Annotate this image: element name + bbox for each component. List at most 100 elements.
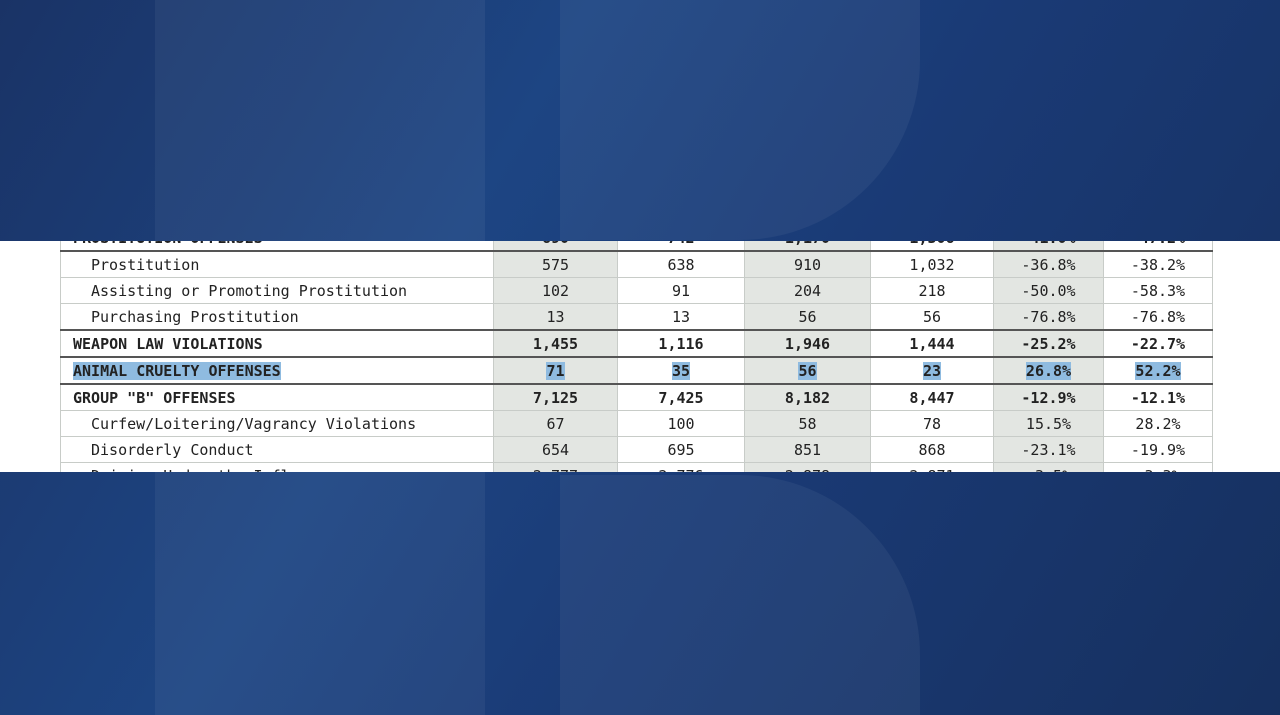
cell-value: 2,776	[658, 467, 703, 473]
cell-value: 71	[546, 361, 565, 380]
cell-value: 1,032	[909, 255, 955, 274]
value-cell: 638	[617, 250, 745, 278]
value-cell: 67	[493, 410, 618, 437]
value-cell: 71	[493, 356, 618, 385]
cell-value: 1,306	[909, 241, 954, 247]
value-cell: 690	[493, 241, 618, 252]
cell-value: 218	[918, 281, 946, 300]
cell-value: -25.2%	[1021, 334, 1076, 353]
value-cell: -47.2%	[1103, 241, 1213, 252]
row-label-cell: WEAPON LAW VIOLATIONS	[60, 329, 494, 358]
value-cell: 52.2%	[1103, 356, 1213, 385]
value-cell: 13	[617, 303, 745, 331]
table-row: ANIMAL CRUELTY OFFENSES 71 35 56 23 26.8% 52.2…	[60, 356, 1213, 385]
cell-value: -3.3%	[1135, 467, 1180, 473]
value-cell: 1,455	[493, 329, 618, 358]
cell-value: 575	[541, 255, 570, 274]
cell-value: 742	[667, 241, 694, 247]
cell-value: 1,455	[532, 334, 579, 353]
value-cell: 204	[744, 277, 871, 304]
cell-value: 58	[798, 414, 817, 433]
value-cell: 575	[493, 250, 618, 278]
table-row: WEAPON LAW VIOLATIONS 1,455 1,116 1,946 1,44…	[60, 329, 1213, 358]
row-label: WEAPON LAW VIOLATIONS	[73, 334, 263, 353]
value-cell: 2,871	[870, 462, 994, 473]
row-label: Curfew/Loitering/Vagrancy Violations	[91, 414, 417, 433]
cell-value: 13	[671, 307, 691, 326]
value-cell: 218	[870, 277, 994, 304]
cell-value: 7,125	[532, 388, 579, 407]
cell-value: -76.8%	[1130, 307, 1186, 326]
cell-value: 28.2%	[1135, 414, 1181, 433]
value-cell: 1,116	[617, 329, 745, 358]
value-cell: 654	[493, 436, 618, 463]
cell-value: 1,946	[784, 334, 831, 353]
cell-value: -76.8%	[1021, 307, 1076, 326]
value-cell: 2,777	[493, 462, 618, 472]
cell-value: 2,878	[785, 467, 830, 473]
cell-value: 1,170	[785, 241, 830, 247]
cell-value: 654	[541, 440, 570, 459]
cell-value: 35	[671, 361, 691, 380]
cell-value: -47.2%	[1131, 241, 1185, 247]
value-cell: 2,776	[617, 462, 745, 473]
value-cell: 100	[617, 410, 745, 437]
table-row: Prostitution 575 638 910 1,032 -36.8% -38.2%	[60, 250, 1213, 278]
cell-value: 102	[541, 281, 570, 300]
value-cell: 26.8%	[993, 356, 1104, 385]
row-label-cell: Driving Under the Influence	[60, 462, 494, 473]
cell-value: 100	[667, 414, 695, 433]
table-row: PROSTITUTION OFFENSES 690 742 1,170 1,306 -41…	[60, 241, 1213, 252]
row-label-cell: Prostitution	[60, 250, 494, 278]
value-cell: 102	[493, 277, 618, 304]
cell-value: 868	[918, 440, 946, 459]
value-cell: 15.5%	[993, 410, 1104, 437]
row-label-cell: Purchasing Prostitution	[60, 303, 494, 331]
value-cell: -23.1%	[993, 436, 1104, 463]
row-label: Assisting or Promoting Prostitution	[91, 281, 408, 300]
cell-value: -58.3%	[1130, 281, 1186, 300]
cell-value: 67	[546, 414, 565, 433]
value-cell: 7,425	[617, 383, 745, 411]
cell-value: -36.8%	[1021, 255, 1076, 274]
value-cell: 56	[870, 303, 994, 331]
value-cell: 58	[744, 410, 871, 437]
value-cell: 1,032	[870, 250, 994, 278]
value-cell: 1,946	[744, 329, 871, 358]
offense-table: PROSTITUTION OFFENSES 690 742 1,170 1,306 -41…	[60, 241, 1213, 472]
row-label: Purchasing Prostitution	[91, 307, 299, 326]
cell-value: -19.9%	[1130, 440, 1186, 459]
value-cell: -3.3%	[1103, 462, 1213, 473]
value-cell: 695	[617, 436, 745, 463]
row-label: GROUP "B" OFFENSES	[73, 388, 236, 407]
value-cell: -22.7%	[1103, 329, 1213, 358]
row-label: PROSTITUTION OFFENSES	[73, 241, 263, 247]
cell-value: 2,871	[909, 467, 954, 473]
value-cell: -19.9%	[1103, 436, 1213, 463]
cell-value: 910	[793, 255, 822, 274]
cell-value: 8,447	[909, 388, 955, 407]
row-label: Driving Under the Influence	[91, 467, 335, 473]
value-cell: -38.2%	[1103, 250, 1213, 278]
cell-value: -12.1%	[1130, 388, 1186, 407]
value-cell: -12.1%	[1103, 383, 1213, 411]
cell-value: 1,444	[909, 334, 955, 353]
table-row: Driving Under the Influence 2,777 2,776 2,8…	[60, 462, 1213, 473]
cell-value: 1,116	[658, 334, 704, 353]
cell-value: 204	[793, 281, 822, 300]
value-cell: 851	[744, 436, 871, 463]
value-cell: 1,444	[870, 329, 994, 358]
cell-value: -3.5%	[1026, 467, 1071, 473]
row-label: ANIMAL CRUELTY OFFENSES	[73, 361, 281, 380]
row-label-cell: Curfew/Loitering/Vagrancy Violations	[60, 410, 494, 437]
value-cell: 35	[617, 356, 745, 385]
cell-value: 690	[542, 241, 569, 247]
value-cell: -76.8%	[1103, 303, 1213, 331]
value-cell: 56	[744, 303, 871, 331]
cell-value: 56	[798, 361, 817, 380]
value-cell: -3.5%	[993, 462, 1104, 473]
row-label-cell: ANIMAL CRUELTY OFFENSES	[60, 356, 494, 385]
row-label: Disorderly Conduct	[91, 440, 254, 459]
cell-value: 13	[546, 307, 565, 326]
value-cell: -76.8%	[993, 303, 1104, 331]
